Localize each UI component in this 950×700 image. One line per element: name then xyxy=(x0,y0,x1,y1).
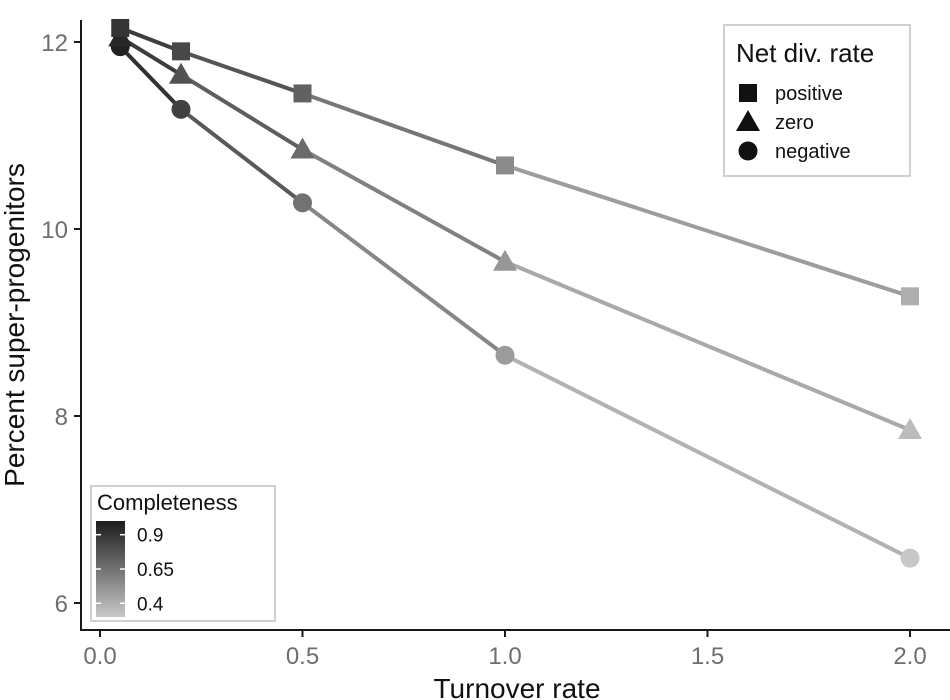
series-lines xyxy=(118,25,912,561)
shape-legend-title: Net div. rate xyxy=(736,38,874,68)
series-line-zero xyxy=(503,259,912,433)
x-axis-ticks: 0.0 0.5 1.0 1.5 2.0 xyxy=(83,630,927,670)
point-positive xyxy=(172,42,190,61)
point-positive xyxy=(111,18,130,37)
series-line-zero xyxy=(300,147,507,264)
x-tick-label: 0.0 xyxy=(83,643,116,670)
point-negative xyxy=(171,99,191,119)
color-tick-label: 0.9 xyxy=(137,526,163,547)
legend-key-positive xyxy=(739,84,757,102)
y-tick-label: 12 xyxy=(41,30,68,57)
y-tick-label: 10 xyxy=(41,217,68,244)
x-axis-title: Turnover rate xyxy=(433,673,600,700)
series-line-negative xyxy=(179,107,305,205)
series-markers xyxy=(108,18,922,568)
series-line-negative xyxy=(300,200,507,358)
point-positive xyxy=(496,156,514,175)
color-legend-title: Completeness xyxy=(97,490,238,515)
point-zero xyxy=(169,62,193,84)
y-axis-title: Percent super-progenitors xyxy=(0,163,30,487)
color-legend: Completeness 0.9 0.65 0.4 xyxy=(90,485,276,622)
series-line-negative xyxy=(118,44,183,112)
legend-label-positive: positive xyxy=(775,83,843,105)
x-tick-label: 0.5 xyxy=(286,643,319,670)
y-tick-label: 8 xyxy=(55,404,68,431)
x-tick-label: 2.0 xyxy=(893,643,926,670)
series-line-zero xyxy=(179,72,305,152)
x-tick-label: 1.0 xyxy=(488,643,521,670)
point-zero xyxy=(290,137,315,159)
x-tick-label: 1.5 xyxy=(691,643,724,670)
series-line-negative xyxy=(503,353,912,561)
series-line-positive xyxy=(118,25,183,54)
legend-key-zero xyxy=(736,110,760,131)
y-tick-label: 6 xyxy=(55,591,68,618)
point-zero xyxy=(493,249,517,271)
legend-label-negative: negative xyxy=(775,141,851,163)
point-positive xyxy=(901,287,919,306)
y-axis-ticks: 6 8 10 12 xyxy=(41,30,81,618)
legend-label-zero: zero xyxy=(775,112,814,134)
point-zero xyxy=(898,418,922,440)
legend-key-negative xyxy=(738,141,758,161)
series-line-positive xyxy=(300,91,507,168)
series-line-positive xyxy=(503,163,912,299)
series-line-positive xyxy=(179,49,305,96)
color-tick-label: 0.4 xyxy=(137,594,164,615)
shape-legend: Net div. rate positive zero negative xyxy=(723,24,911,177)
point-negative xyxy=(495,345,515,365)
point-positive xyxy=(293,84,312,103)
point-negative xyxy=(900,548,920,568)
point-negative xyxy=(293,193,312,213)
color-tick-label: 0.65 xyxy=(137,560,174,581)
